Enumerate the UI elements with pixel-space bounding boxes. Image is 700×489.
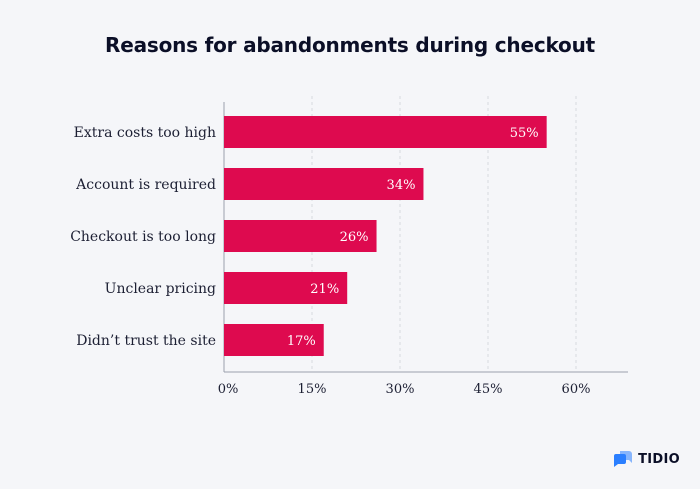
x-tick-label: 30%	[386, 382, 415, 397]
brand-name: TIDIO	[638, 451, 680, 467]
x-tick-label: 15%	[298, 382, 327, 397]
category-label: Didn’t trust the site	[76, 333, 216, 349]
data-label: 17%	[287, 334, 316, 349]
category-label: Extra costs too high	[74, 125, 216, 141]
data-label: 21%	[310, 282, 339, 297]
tidio-logo-icon	[614, 451, 633, 467]
x-tick-label: 45%	[474, 382, 503, 397]
data-label: 34%	[387, 178, 416, 193]
brand-logo: TIDIO	[613, 450, 680, 468]
bar	[224, 220, 377, 252]
data-label: 55%	[510, 126, 539, 141]
category-label: Checkout is too long	[70, 229, 216, 245]
data-label: 26%	[340, 230, 369, 245]
x-tick-label: 60%	[562, 382, 591, 397]
bar	[224, 324, 324, 356]
chart-title: Reasons for abandonments during checkout	[105, 33, 595, 57]
bar	[224, 272, 348, 304]
x-tick-label: 0%	[218, 382, 239, 397]
bar	[224, 116, 547, 148]
bar	[224, 168, 424, 200]
category-label: Unclear pricing	[105, 281, 216, 297]
category-label: Account is required	[75, 177, 216, 193]
